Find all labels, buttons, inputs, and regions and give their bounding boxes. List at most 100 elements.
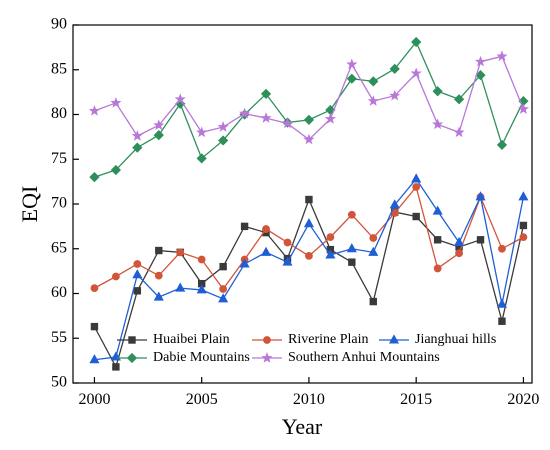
data-point-dabie-mountains [153,129,164,141]
legend-item-riverine-plain: Riverine Plain [252,332,369,347]
data-point-riverine-plain [111,272,120,281]
data-point-riverine-plain [455,249,463,258]
data-point-riverine-plain [498,244,506,253]
data-point-riverine-plain [369,234,378,242]
x-tick-label: 2015 [400,391,432,408]
data-point-jianghuai-hills [368,246,379,256]
data-point-southern-anhui-mountains [88,105,101,116]
data-point-riverine-plain [305,252,313,260]
y-tick-label: 85 [51,60,67,77]
data-point-huaibei-plain [133,287,142,295]
x-tick-label: 2010 [293,391,325,408]
x-axis-title: Year [282,414,323,439]
y-tick-label: 65 [51,239,67,256]
y-tick-label: 55 [51,329,67,346]
legend-label: Huaibei Plain [153,332,230,347]
series-southern-anhui-mountains [88,50,529,145]
data-point-huaibei-plain [240,222,249,231]
data-point-southern-anhui-mountains [432,118,444,130]
data-point-huaibei-plain [412,212,420,221]
y-tick-label: 70 [51,195,67,212]
data-point-southern-anhui-mountains [303,133,315,145]
legend: Huaibei Plain Riverine Plain Jianghuai hil… [117,332,496,365]
data-point-southern-anhui-mountains [131,130,143,141]
legend-label: Southern Anhui Mountains [288,350,440,365]
data-point-jianghuai-hills [175,282,186,292]
y-axis-title: EQI [17,186,42,223]
data-point-jianghuai-hills [389,199,400,209]
legend-label: Dabie Mountains [153,350,250,365]
data-point-huaibei-plain [369,297,377,306]
series-layer [88,36,529,371]
legend-label: Riverine Plain [288,332,369,347]
legend-item-jianghuai-hills: Jianghuai hills [379,332,496,347]
x-tick-label: 2020 [507,391,539,408]
data-point-riverine-plain [219,285,228,293]
data-point-dabie-mountains [389,63,400,74]
data-point-jianghuai-hills [89,354,100,364]
data-point-dabie-mountains [432,86,443,97]
data-point-huaibei-plain [155,246,163,255]
data-point-jianghuai-hills [432,205,443,215]
legend-swatch-marker [126,352,138,364]
data-point-riverine-plain [347,210,356,219]
data-point-southern-anhui-mountains [324,113,336,124]
y-tick-label: 50 [51,374,67,391]
data-point-southern-anhui-mountains [281,117,294,129]
x-tick-label: 2005 [186,391,218,408]
data-point-dabie-mountains [260,88,272,100]
data-point-jianghuai-hills [303,218,314,228]
y-tick-label: 90 [51,16,67,33]
data-point-dabie-mountains [218,135,229,146]
data-point-dabie-mountains [453,94,465,105]
data-point-riverine-plain [262,225,270,233]
data-point-dabie-mountains [411,36,422,48]
y-tick-label: 80 [51,105,67,122]
data-point-dabie-mountains [475,70,486,81]
data-point-southern-anhui-mountains [174,93,186,105]
data-point-dabie-mountains [346,73,357,84]
legend-swatch-marker [261,352,273,363]
data-point-jianghuai-hills [475,191,486,201]
data-point-jianghuai-hills [518,191,529,201]
data-point-riverine-plain [412,183,421,191]
series-line-dabie-mountains [94,40,525,178]
data-point-riverine-plain [154,271,163,280]
legend-item-dabie-mountains: Dabie Mountains [117,350,250,365]
data-point-jianghuai-hills [411,173,422,183]
data-point-dabie-mountains [110,164,122,176]
plot-area [72,24,533,384]
legend-item-southern-anhui-mountains: Southern Anhui Mountains [252,350,440,365]
data-point-southern-anhui-mountains [217,121,229,132]
data-point-southern-anhui-mountains [453,126,465,138]
data-point-huaibei-plain [112,363,120,371]
data-point-huaibei-plain [348,258,356,266]
data-point-southern-anhui-mountains [474,55,487,67]
data-point-jianghuai-hills [260,246,272,256]
x-tick-label: 2000 [78,391,110,408]
data-point-southern-anhui-mountains [260,112,272,123]
data-point-southern-anhui-mountains [410,67,422,79]
data-point-dabie-mountains [303,114,315,125]
data-point-jianghuai-hills [325,249,336,259]
data-point-southern-anhui-mountains [517,103,529,114]
data-point-riverine-plain [197,255,206,264]
data-point-southern-anhui-mountains [110,97,122,108]
data-point-southern-anhui-mountains [496,50,508,62]
data-point-huaibei-plain [519,221,528,230]
data-point-huaibei-plain [90,322,99,331]
data-point-huaibei-plain [305,195,313,204]
data-point-dabie-mountains [132,142,143,153]
data-point-southern-anhui-mountains [196,126,208,138]
data-point-huaibei-plain [498,317,506,325]
data-point-southern-anhui-mountains [389,89,401,101]
y-tick-label: 75 [51,150,67,167]
data-point-jianghuai-hills [132,269,143,279]
data-point-jianghuai-hills [454,236,465,246]
data-point-riverine-plain [433,264,442,273]
data-point-dabie-mountains [89,172,100,183]
data-point-jianghuai-hills [282,256,293,266]
series-jianghuai-hills [89,173,529,364]
legend-item-huaibei-plain: Huaibei Plain [117,332,230,347]
data-point-huaibei-plain [476,236,485,244]
